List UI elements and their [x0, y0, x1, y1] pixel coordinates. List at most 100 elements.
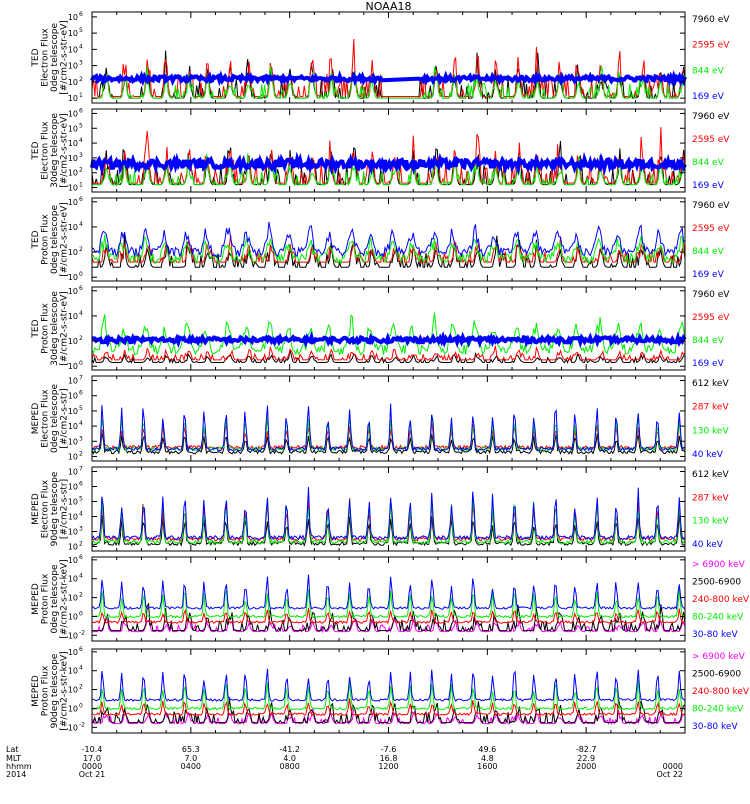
y-axis-label-line: [#/cm2-s-str-eV] [59, 202, 69, 277]
y-tick-label: 10 [68, 169, 78, 178]
y-tick-exponent: 7 [79, 375, 83, 382]
y-axis-label-line: 0deg telescope [50, 205, 60, 275]
y-tick-label: 10 [68, 248, 78, 257]
y-axis-label: TEDProton Flux30deg telescope[#/cm2-s-st… [31, 291, 70, 366]
series-line-green [92, 588, 686, 619]
legend-entry: 2595 eV [692, 41, 730, 51]
y-tick-label: 10 [68, 407, 78, 416]
legend-entry: 287 keV [692, 493, 729, 503]
y-axis-label-line: [#/cm2-s-str-keV] [59, 651, 69, 730]
y-tick-label: 10 [68, 392, 78, 401]
y-tick-exponent: 6 [79, 196, 83, 203]
x-tick-hhmm: 0400 [181, 762, 201, 771]
series-line-black [91, 432, 686, 456]
y-axis-label-line: Electron Flux [40, 389, 50, 448]
y-tick-exponent: 6 [79, 390, 83, 397]
x-tick-lat: 65.3 [182, 745, 200, 754]
legend-entry: 7960 eV [692, 290, 730, 300]
series-line-green [91, 496, 686, 546]
y-axis-label: MEPEDProton Flux90deg telescope[#/cm2-s-… [31, 651, 70, 730]
y-tick-label: 10 [68, 124, 78, 133]
y-tick-label: 10 [68, 667, 78, 676]
y-axis-label-line: 0deg telescope [50, 564, 60, 634]
y-tick-exponent: 6 [79, 107, 83, 114]
series-line-black [91, 350, 685, 364]
y-tick-label: 10 [68, 612, 78, 621]
x-tick-hhmm: 1200 [378, 762, 398, 771]
y-axis-label-line: TED [31, 319, 41, 338]
x-row-label-lat: Lat [6, 745, 19, 754]
y-tick-exponent: 0 [79, 360, 83, 367]
x-tick-mlt: 22.9 [577, 754, 595, 763]
series-line-blue [91, 330, 687, 349]
y-axis-label-line: [#/cm2-s-str] [59, 388, 69, 448]
y-tick-label: 10 [68, 109, 78, 118]
y-axis-label-line: TED [31, 230, 41, 249]
y-tick-label: 10 [68, 483, 78, 492]
y-tick-label: 10 [68, 377, 78, 386]
y-tick-exponent: 2 [79, 541, 83, 548]
y-tick-label: 10 [68, 594, 78, 603]
y-axis-label-line: [#/cm2-s-str] [59, 479, 69, 539]
y-tick-label: 10 [68, 452, 78, 461]
y-axis-label-line: [#/cm2-s-str-keV] [59, 559, 69, 638]
y-tick-label: 10 [68, 704, 78, 713]
x-row-label-2014: 2014 [6, 770, 26, 779]
y-axis-label: TEDProton Flux0deg telescope[#/cm2-s-str… [31, 202, 70, 277]
legend-entry: 169 eV [692, 359, 725, 369]
series-line-red [92, 127, 686, 185]
legend-entry: 80-240 keV [692, 613, 744, 623]
y-tick-label: 10 [68, 273, 78, 282]
y-tick-exponent: 3 [79, 60, 83, 67]
y-tick-exponent: 1 [79, 182, 83, 189]
y-axis-label-line: Proton Flux [40, 303, 50, 354]
legend-entry: 80-240 keV [692, 705, 744, 715]
series-line-blue [90, 70, 687, 87]
y-axis-label-line: 30deg telescope [50, 291, 60, 366]
y-tick-label: 10 [68, 513, 78, 522]
series-line-green [92, 153, 686, 187]
figure-title: NOAA18 [365, 0, 411, 13]
legend-entry: 169 eV [692, 181, 725, 191]
y-tick-exponent: 7 [79, 466, 83, 473]
y-tick-label: 10 [68, 184, 78, 193]
series-line-red [91, 698, 686, 717]
x-row-label-mlt: MLT [6, 754, 21, 763]
y-tick-exponent: 4 [79, 420, 83, 427]
y-tick-label: 10 [68, 45, 78, 54]
y-axis-label-line: 30deg telescope [50, 113, 60, 188]
y-tick-exponent: 5 [79, 496, 83, 503]
legend-entry: 169 eV [692, 92, 725, 102]
y-tick-label: 10 [68, 362, 78, 371]
y-tick-label: 10 [68, 648, 78, 657]
panel-frame [91, 108, 686, 193]
x-tick-hhmm: 0000 [663, 762, 683, 771]
y-axis-label-line: [#/cm2-s-str-eV] [59, 20, 69, 95]
series-line-magenta [91, 705, 686, 726]
legend-entry: 7960 eV [692, 15, 730, 25]
y-tick-label: 10 [68, 422, 78, 431]
legend-entry: 30-80 keV [692, 630, 738, 640]
legend-entry: 2500-6900 [692, 578, 741, 588]
series-line-red [91, 607, 686, 625]
y-axis-label-line: TED [31, 48, 41, 67]
x-tick-lat: -41.2 [279, 745, 300, 754]
x-tick-lat: -82.7 [576, 745, 597, 754]
y-tick-label: 10 [68, 154, 78, 163]
y-tick-exponent: 2 [79, 450, 83, 457]
y-tick-exponent: 2 [79, 592, 83, 599]
legend-entry: 130 keV [692, 517, 729, 527]
y-tick-label: 10 [68, 198, 78, 207]
y-tick-label: 10 [68, 498, 78, 507]
y-axis-label-line: Electron Flux [40, 479, 50, 538]
y-tick-label: 10 [68, 29, 78, 38]
y-tick-label: 10 [68, 686, 78, 695]
x-tick-hhmm: 0800 [279, 762, 299, 771]
series-line-green [91, 679, 686, 711]
legend-entry: 844 eV [692, 336, 725, 346]
y-axis-label: TEDElectron Flux0deg telescope[#/cm2-s-s… [31, 20, 70, 95]
